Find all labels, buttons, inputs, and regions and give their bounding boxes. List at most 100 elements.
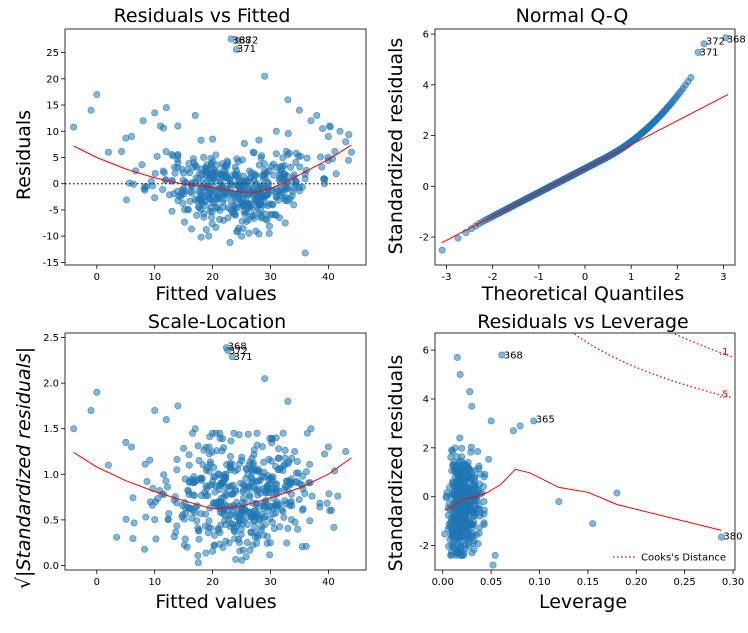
data-point xyxy=(317,153,325,161)
data-point xyxy=(188,514,196,522)
data-point xyxy=(299,505,307,513)
data-point xyxy=(205,517,213,525)
data-point xyxy=(249,212,257,220)
data-point xyxy=(227,437,235,445)
data-point xyxy=(298,183,306,191)
data-point xyxy=(306,517,314,525)
data-point xyxy=(263,210,271,218)
data-point xyxy=(266,539,274,547)
data-point xyxy=(284,524,292,532)
y-axis-label: √|Standardized residuals| xyxy=(13,347,35,589)
outlier-point xyxy=(284,397,292,405)
data-point xyxy=(458,453,466,461)
data-point xyxy=(267,457,275,465)
data-point xyxy=(254,531,262,539)
data-point xyxy=(294,525,302,533)
data-point xyxy=(279,429,287,437)
outlier-point xyxy=(104,461,112,469)
data-point xyxy=(143,477,151,485)
labeled-point xyxy=(530,417,538,425)
data-point xyxy=(292,149,300,157)
outlier-point xyxy=(272,127,280,135)
data-point xyxy=(184,487,192,495)
data-point xyxy=(220,444,228,452)
y-tick-label: -2 xyxy=(419,541,429,552)
labeled-point xyxy=(717,533,725,541)
panel-title: Residuals vs Fitted xyxy=(114,5,291,27)
data-point xyxy=(197,475,205,483)
panel-title: Residuals vs Leverage xyxy=(477,311,688,333)
point-annotation: 368 xyxy=(228,341,247,352)
plot-area: 0.00 0.05 0.10 0.15 0.20 0.25 0.30 -2 0 2 4 6 .1 .5 Co… xyxy=(419,332,744,588)
data-point xyxy=(269,187,277,195)
data-point xyxy=(456,494,464,502)
outlier-point xyxy=(348,148,356,156)
data-point xyxy=(197,205,205,213)
x-axis-label: Fitted values xyxy=(155,591,276,613)
y-tick-label: 2 xyxy=(423,443,429,454)
data-point xyxy=(260,458,268,466)
data-point xyxy=(151,194,159,202)
data-point xyxy=(173,155,181,163)
data-point xyxy=(195,457,203,465)
data-point xyxy=(275,176,283,184)
data-point xyxy=(301,175,309,183)
outlier-point xyxy=(324,443,332,451)
data-point xyxy=(203,161,211,169)
data-point xyxy=(122,515,130,523)
y-tick-label: 10 xyxy=(46,127,59,138)
outlier-point xyxy=(342,447,350,455)
data-point xyxy=(272,150,280,158)
data-point xyxy=(331,147,339,155)
data-point xyxy=(185,504,193,512)
data-point xyxy=(264,507,272,515)
data-point xyxy=(219,203,227,211)
data-point xyxy=(456,541,464,549)
data-point xyxy=(474,448,482,456)
data-point xyxy=(173,455,181,463)
data-point xyxy=(236,516,244,524)
data-point xyxy=(213,447,221,455)
x-tick-label: -1 xyxy=(534,272,544,283)
data-point xyxy=(171,169,179,177)
data-point xyxy=(455,477,463,485)
data-point xyxy=(208,208,216,216)
data-point xyxy=(221,517,229,525)
point-annotation: 372 xyxy=(229,346,248,357)
outlier-point xyxy=(122,438,130,446)
data-point xyxy=(447,551,455,559)
x-tick-label: 30 xyxy=(264,272,277,283)
data-point xyxy=(298,543,306,551)
labeled-point xyxy=(722,34,730,42)
data-point xyxy=(212,151,220,159)
outlier-point xyxy=(226,238,234,246)
data-point xyxy=(438,246,446,254)
data-point xyxy=(485,455,493,463)
data-point xyxy=(202,226,210,234)
x-tick-label: 20 xyxy=(206,272,219,283)
data-point xyxy=(491,551,499,559)
data-point xyxy=(199,175,207,183)
labeled-point xyxy=(498,351,506,359)
data-point xyxy=(141,545,149,553)
x-tick-label: 0 xyxy=(94,577,100,588)
point-layer xyxy=(438,34,730,254)
data-point xyxy=(260,194,268,202)
data-point xyxy=(188,225,196,233)
data-point xyxy=(212,223,220,231)
x-tick-label: 0.10 xyxy=(528,577,550,588)
x-tick-label: 0.00 xyxy=(432,577,454,588)
data-point xyxy=(205,523,213,531)
data-point xyxy=(268,474,276,482)
data-point xyxy=(316,499,324,507)
x-tick-label: 0.25 xyxy=(674,577,696,588)
data-point xyxy=(275,501,283,509)
outlier-point xyxy=(255,230,263,238)
data-point xyxy=(454,486,462,494)
outlier-point xyxy=(128,443,136,451)
x-tick-label: 40 xyxy=(322,577,335,588)
point-annotation: 368 xyxy=(504,350,523,361)
y-tick-label: 6 xyxy=(423,30,429,41)
outlier-point xyxy=(613,489,621,497)
data-point xyxy=(140,185,148,193)
